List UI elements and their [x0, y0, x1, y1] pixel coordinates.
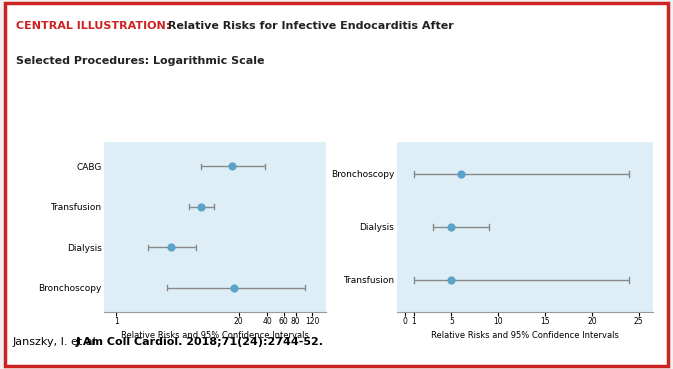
Text: B: B	[348, 99, 361, 117]
Point	[196, 204, 207, 210]
Point	[446, 224, 457, 230]
Text: Janszky, I. et al.: Janszky, I. et al.	[12, 337, 103, 347]
Point	[229, 284, 240, 290]
Text: CENTRAL ILLUSTRATION:: CENTRAL ILLUSTRATION:	[16, 21, 170, 31]
Text: A: A	[18, 99, 31, 117]
Point	[227, 163, 238, 169]
X-axis label: Relative Risks and 95% Confidence Intervals: Relative Risks and 95% Confidence Interv…	[121, 331, 310, 339]
Text: Relative Risks for Infective Endocarditis After: Relative Risks for Infective Endocarditi…	[164, 21, 454, 31]
Text: J Am Coll Cardiol. 2018;71(24):2744-52.: J Am Coll Cardiol. 2018;71(24):2744-52.	[76, 337, 324, 347]
Text: Relative Risk for Infective
Endocarditis After Selected Invasive
Procedures in I: Relative Risk for Infective Endocarditis…	[100, 91, 277, 125]
Point	[166, 244, 176, 250]
Point	[456, 171, 466, 177]
Point	[446, 277, 457, 283]
Text: Relative Risk for Infective
Endocarditis After Selected Invasive
Procedures in O: Relative Risk for Infective Endocarditis…	[429, 91, 607, 125]
Text: Selected Procedures: Logarithmic Scale: Selected Procedures: Logarithmic Scale	[16, 55, 264, 66]
X-axis label: Relative Risks and 95% Confidence Intervals: Relative Risks and 95% Confidence Interv…	[431, 331, 619, 339]
